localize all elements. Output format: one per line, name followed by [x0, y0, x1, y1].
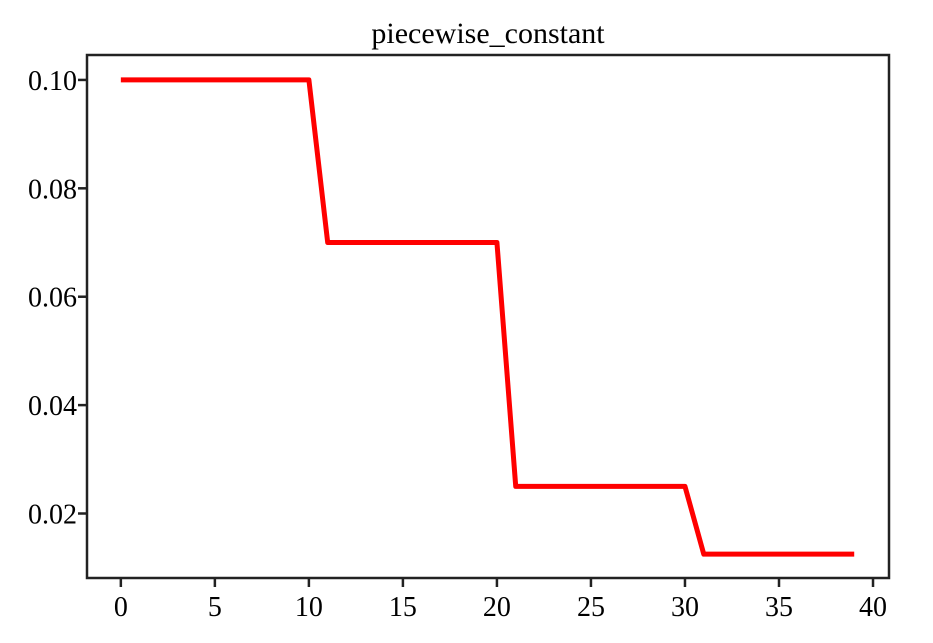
y-tick-label: 0.10	[28, 66, 77, 97]
x-tick-label: 5	[208, 592, 222, 623]
series-line	[120, 77, 855, 557]
x-tick-label: 30	[671, 592, 699, 623]
y-tick-label: 0.06	[28, 283, 77, 314]
y-tick-label: 0.04	[28, 391, 77, 422]
x-tick-label: 0	[114, 592, 128, 623]
x-tick-label: 25	[577, 592, 605, 623]
x-tick-label: 20	[483, 592, 511, 623]
plot-frame	[85, 53, 891, 580]
x-tick-label: 15	[389, 592, 417, 623]
y-tick-label: 0.08	[28, 174, 77, 205]
chart-title: piecewise_constant	[371, 17, 605, 50]
y-tick-label: 0.02	[28, 500, 77, 531]
x-tick-label: 10	[295, 592, 323, 623]
x-tick-label: 40	[859, 592, 887, 623]
x-tick-label: 35	[765, 592, 793, 623]
